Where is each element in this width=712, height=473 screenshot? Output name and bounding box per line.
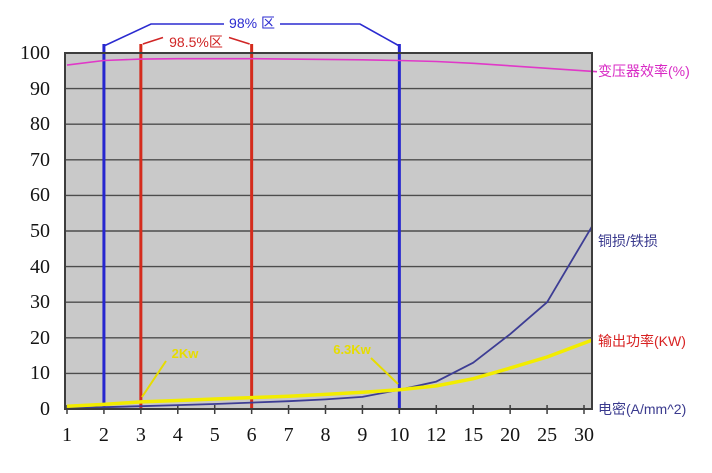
bracket-line-right <box>280 23 400 47</box>
series-label-copper-iron-loss: 铜损/铁损 <box>598 233 658 249</box>
y-tick-label: 70 <box>30 148 50 171</box>
y-tick-label: 0 <box>40 398 50 420</box>
leader-line-right <box>228 36 250 45</box>
annotation-leader-2Kw <box>141 360 167 398</box>
series-label-output-power: 输出功率(KW) <box>598 333 686 349</box>
range-annotation-label: 98.5%区 <box>169 34 223 50</box>
x-tick-label: 1 <box>62 424 72 446</box>
x-tick-label: 3 <box>135 424 146 446</box>
y-tick-label: 90 <box>30 77 50 100</box>
point-annotation-label: 6.3Kw <box>333 342 371 357</box>
series-line-1 <box>66 225 593 410</box>
x-tick-label: 8 <box>320 424 331 446</box>
annotation-leader-6.3Kw <box>370 357 399 385</box>
y-tick-label: 50 <box>30 220 50 242</box>
bracket-line-left <box>103 23 224 47</box>
x-tick-label: 6 <box>246 424 257 446</box>
leader-line-left <box>142 36 164 45</box>
y-tick-label: 100 <box>20 42 50 64</box>
series-line-2 <box>66 338 593 408</box>
series-line-0 <box>66 57 598 73</box>
x-tick-label: 20 <box>500 424 521 446</box>
x-tick-label: 25 <box>537 424 558 446</box>
x-axis-label: 电密(A/mm^2) <box>598 401 687 417</box>
y-tick-label: 60 <box>30 184 50 207</box>
y-tick-label: 40 <box>30 255 50 278</box>
x-tick-label: 30 <box>574 424 594 446</box>
x-tick-label: 5 <box>209 424 220 446</box>
x-tick-label: 15 <box>463 424 484 446</box>
x-tick-label: 4 <box>172 424 183 446</box>
range-annotation-label: 98% 区 <box>229 15 275 31</box>
series-label-transformer-efficiency: 变压器效率(%) <box>598 63 690 79</box>
y-tick-label: 20 <box>30 326 50 349</box>
point-annotation-label: 2Kw <box>171 346 199 361</box>
x-tick-label: 12 <box>426 424 447 446</box>
x-tick-label: 10 <box>389 424 410 446</box>
y-tick-label: 10 <box>30 362 50 385</box>
x-tick-label: 7 <box>283 424 294 446</box>
y-tick-label: 30 <box>30 291 50 314</box>
plot-border <box>64 52 593 410</box>
x-tick-label: 9 <box>357 424 368 446</box>
y-tick-label: 80 <box>30 113 50 136</box>
x-tick-label: 2 <box>98 424 109 446</box>
